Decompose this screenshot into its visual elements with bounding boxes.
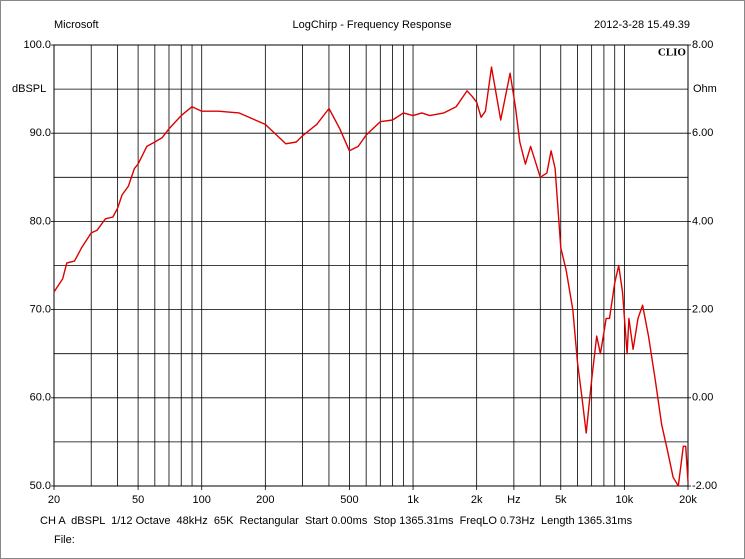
x-tick-label: 5k — [555, 494, 567, 506]
x-tick-label: Hz — [507, 494, 520, 506]
y-tick-label: 50.0 — [30, 480, 51, 492]
x-tick-label: 200 — [256, 494, 274, 506]
y2-tick-label: 6.00 — [692, 127, 713, 139]
y2-tick-label: 2.00 — [692, 304, 713, 316]
y-axis-label: dBSPL — [12, 83, 46, 95]
x-tick-label: 2k — [471, 494, 483, 506]
header-right: 2012-3-28 15.49.39 — [594, 19, 690, 31]
x-tick-label: 100 — [193, 494, 211, 506]
logo: CLIO — [658, 47, 687, 59]
y-tick-label: 60.0 — [30, 392, 51, 404]
header-left: Microsoft — [54, 19, 99, 31]
x-tick-label: 500 — [340, 494, 358, 506]
x-tick-label: 1k — [407, 494, 419, 506]
x-tick-label: 20k — [679, 494, 697, 506]
y-tick-label: 80.0 — [30, 215, 51, 227]
x-tick-label: 10k — [616, 494, 634, 506]
series-line — [53, 66, 689, 487]
y-tick-label: 100.0 — [23, 39, 51, 51]
y2-tick-label: -2.00 — [692, 480, 717, 492]
x-tick-label: 20 — [48, 494, 60, 506]
footer: CH A dBSPL 1/12 Octave 48kHz 65K Rectang… — [40, 515, 633, 527]
y2-tick-label: 8.00 — [692, 39, 713, 51]
x-tick-label: 50 — [132, 494, 144, 506]
y2-axis-label: Ohm — [693, 83, 717, 95]
y-tick-label: 70.0 — [30, 304, 51, 316]
y2-tick-label: 0.00 — [692, 392, 713, 404]
file-label: File: — [54, 534, 75, 546]
plot-border — [53, 44, 689, 487]
chart-title: LogChirp - Frequency Response — [293, 19, 452, 31]
y-tick-label: 90.0 — [30, 127, 51, 139]
y2-tick-label: 4.00 — [692, 215, 713, 227]
